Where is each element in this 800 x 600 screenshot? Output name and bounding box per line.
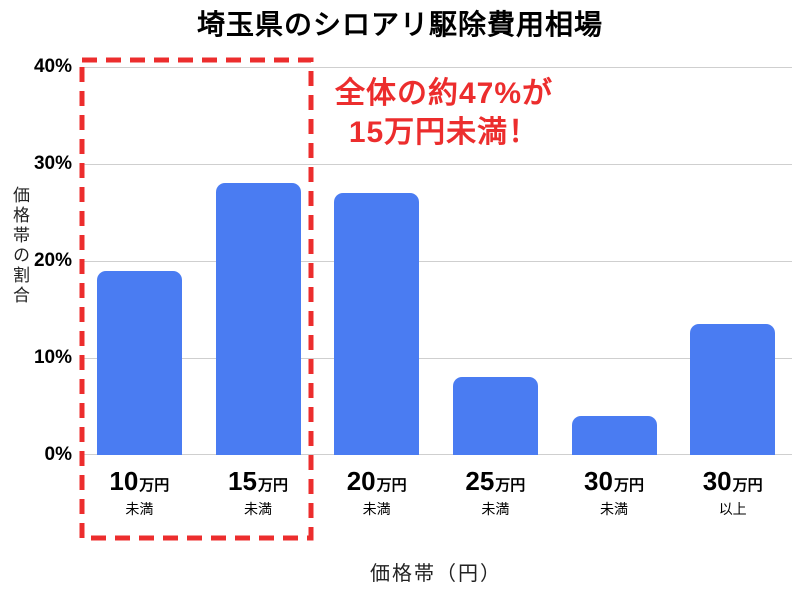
- x-tick-qualifier: 未満: [481, 501, 510, 517]
- annotation: 全体の約47%が 15万円未満！: [316, 74, 572, 152]
- gridline: [80, 164, 792, 165]
- x-tick-number: 30: [584, 466, 613, 496]
- y-tick-label: 30%: [33, 153, 72, 174]
- y-tick-label: 10%: [33, 347, 72, 368]
- gridline: [80, 358, 792, 359]
- gridline: [80, 67, 792, 68]
- x-tick-number: 15: [228, 466, 257, 496]
- annotation-line1: 全体の約47%が: [334, 77, 554, 110]
- x-tick-qualifier: 未満: [362, 501, 391, 517]
- plot-area: [80, 67, 792, 455]
- bar-25万円未満: [452, 377, 538, 455]
- x-tick-label: 30万円未満: [555, 466, 674, 519]
- y-axis-ticks: 40% 30% 20% 10% 0%: [0, 56, 72, 465]
- highlight-box-rect: [79, 57, 314, 541]
- bar-slot: [80, 67, 199, 455]
- gridline: [80, 454, 792, 455]
- x-tick-unit: 万円: [732, 477, 763, 494]
- x-tick-number: 20: [346, 466, 376, 496]
- x-tick-qualifier: 未満: [244, 501, 272, 517]
- bar-10万円未満: [96, 270, 182, 455]
- y-tick-label: 40%: [33, 56, 72, 77]
- x-tick-qualifier: 未満: [600, 501, 629, 517]
- x-tick-label: 30万円以上: [673, 466, 792, 519]
- bar-slot: [199, 67, 318, 455]
- x-tick-qualifier: 以上: [718, 501, 747, 517]
- bars: [80, 67, 792, 455]
- bar-slot: [317, 67, 436, 455]
- y-tick-label: 0%: [44, 444, 72, 465]
- x-tick-unit: 万円: [613, 477, 644, 494]
- x-axis-labels: 10万円 未満 15万円 未満 20万円 未満 25万円 未満 30万円 未満 30万円 以上: [80, 466, 792, 519]
- y-axis-title: 価格帯の割合: [10, 186, 29, 306]
- x-tick-number: 10: [109, 466, 139, 496]
- x-tick-label: 25万円未満: [436, 466, 555, 519]
- x-tick-label: 20万円未満: [317, 466, 436, 519]
- bar-slot: [436, 67, 555, 455]
- x-tick-label: 15万円未満: [199, 466, 318, 519]
- x-tick-number: 30: [702, 466, 732, 496]
- y-tick-label: 20%: [33, 250, 72, 271]
- bar-30万円未満: [571, 416, 657, 455]
- chart-title: 埼玉県のシロアリ駆除費用相場: [196, 9, 603, 40]
- annotation-line2: 15万円未満！: [348, 116, 540, 149]
- gridline: [80, 261, 792, 262]
- bar-15万円未満: [215, 183, 301, 455]
- x-tick-qualifier: 未満: [125, 501, 154, 517]
- x-tick-unit: 万円: [495, 477, 526, 494]
- x-tick-number: 25: [465, 466, 495, 496]
- x-tick-label: 10万円未満: [80, 466, 199, 519]
- x-tick-unit: 万円: [376, 477, 407, 494]
- bar-slot: [673, 67, 792, 455]
- highlight-box: [79, 57, 314, 541]
- x-tick-unit: 万円: [257, 477, 288, 494]
- bar-30万円以上: [690, 324, 776, 455]
- bar-20万円未満: [334, 193, 420, 455]
- bar-slot: [555, 67, 674, 455]
- x-axis-title: 価格帯（円）: [370, 563, 502, 585]
- x-tick-unit: 万円: [139, 477, 170, 494]
